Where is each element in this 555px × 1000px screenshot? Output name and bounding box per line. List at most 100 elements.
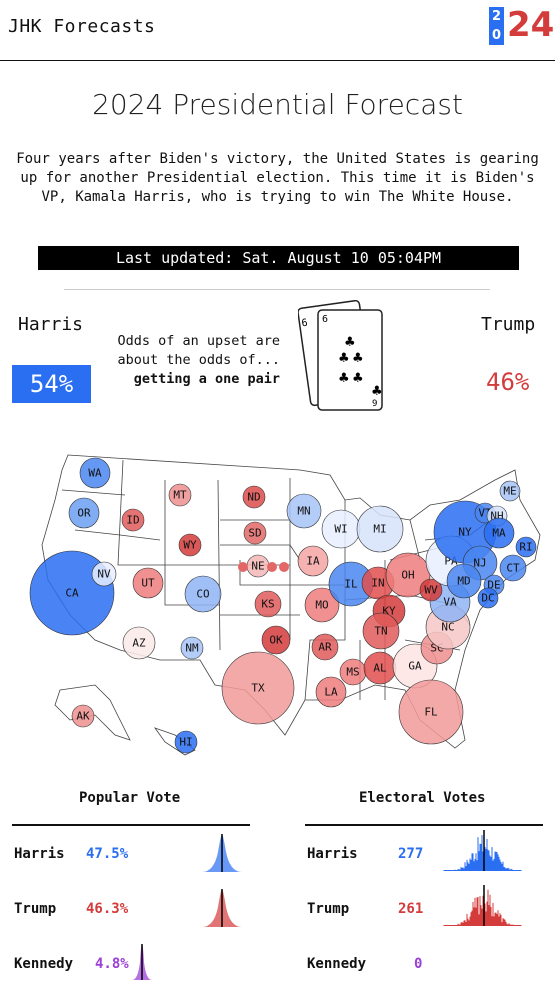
upset-line-3: getting a one pair — [133, 371, 280, 387]
svg-text:♣: ♣ — [338, 351, 350, 366]
state-bubble-nm[interactable] — [180, 636, 204, 660]
ev-harris-value: 277 — [398, 846, 424, 862]
state-label-dc: DC — [481, 592, 494, 605]
svg-text:♣: ♣ — [371, 384, 383, 399]
state-bubble-mt[interactable] — [168, 483, 192, 507]
logo-big-digits: 24 — [507, 5, 555, 45]
brand-name[interactable]: JHK Forecasts — [8, 16, 156, 37]
state-label-nc: NC — [441, 621, 454, 634]
pv-harris-name: Harris — [14, 846, 65, 862]
playing-cards-icon: 6 6 ♣ ♣ ♣ ♣ ♣ ♣ 9 — [298, 300, 383, 411]
state-bubbles: WA OR CA NV ID MT WY UT AZ CO NM ND SD NE KS OK TX MN IA MO… — [29, 457, 537, 754]
state-label-id: ID — [126, 514, 139, 527]
state-label-wy: WY — [183, 539, 197, 552]
state-label-nv: NV — [97, 568, 111, 581]
pv-trump-value: 46.3% — [86, 901, 129, 917]
state-bubble-or[interactable] — [68, 497, 100, 529]
svg-text:♣: ♣ — [338, 371, 350, 386]
state-label-nm: NM — [185, 642, 199, 655]
us-forecast-map[interactable]: WA OR CA NV ID MT WY UT AZ CO NM ND SD NE KS OK TX MN IA MO… — [0, 440, 555, 770]
state-bubble-co[interactable] — [184, 575, 222, 613]
svg-text:♣: ♣ — [352, 371, 364, 386]
pv-harris-distribution — [202, 834, 242, 872]
state-bubble-ak[interactable] — [71, 704, 95, 728]
state-bubble-tn[interactable] — [362, 612, 400, 650]
ev-trump-histogram — [443, 885, 522, 926]
ev-harris-name: Harris — [307, 846, 358, 862]
state-label-ak: AK — [76, 710, 90, 723]
ev-kennedy-value: 0 — [414, 956, 423, 972]
harris-label: Harris — [18, 314, 84, 335]
state-bubble-ia[interactable] — [297, 545, 329, 577]
state-label-al: AL — [373, 662, 387, 675]
state-bubble-mi[interactable] — [356, 505, 404, 553]
ev-harris-histogram — [443, 830, 522, 871]
state-bubble-ma[interactable] — [483, 517, 515, 549]
state-bubble-nv[interactable] — [91, 561, 117, 587]
ev-trump-value: 261 — [398, 901, 424, 917]
state-label-ut: UT — [141, 577, 155, 590]
state-label-ok: OK — [269, 634, 283, 647]
state-bubble-dc[interactable] — [477, 587, 499, 609]
pv-kennedy-name: Kennedy — [14, 956, 74, 972]
pv-kennedy-distribution — [132, 944, 152, 980]
state-label-az: AZ — [132, 637, 146, 650]
electoral-votes-rule — [305, 824, 543, 826]
state-bubble-tx[interactable] — [221, 651, 295, 725]
state-bubble-ri[interactable] — [515, 536, 537, 558]
state-bubble-sd[interactable] — [243, 521, 267, 545]
logo-stack: 2 0 — [489, 7, 504, 45]
ne-district-dot[interactable] — [267, 562, 277, 572]
state-label-mn: MN — [297, 505, 310, 518]
state-bubble-ar[interactable] — [311, 633, 339, 661]
state-bubble-ut[interactable] — [132, 567, 164, 599]
svg-text:♣: ♣ — [352, 351, 364, 366]
logo-bottom-digit: 0 — [491, 28, 502, 43]
state-bubble-mn[interactable] — [286, 493, 322, 529]
svg-text:♣: ♣ — [344, 335, 356, 350]
state-bubble-fl[interactable] — [398, 679, 464, 745]
card-back-rank: 6 — [301, 318, 309, 330]
state-bubble-id[interactable] — [121, 508, 145, 532]
state-bubble-wy[interactable] — [178, 533, 202, 557]
state-bubble-hi[interactable] — [174, 730, 198, 754]
state-label-ar: AR — [318, 641, 332, 654]
state-label-ma: MA — [492, 527, 506, 540]
state-label-co: CO — [196, 588, 209, 601]
state-label-wi: WI — [334, 523, 347, 536]
pv-kennedy-value: 4.8% — [95, 956, 129, 972]
ev-kennedy-name: Kennedy — [307, 956, 367, 972]
state-bubble-nd[interactable] — [242, 485, 266, 509]
popular-vote-rule — [12, 824, 250, 826]
state-bubble-wa[interactable] — [79, 457, 111, 489]
state-label-or: OR — [77, 507, 91, 520]
state-bubble-md[interactable] — [446, 563, 482, 599]
ne-district-dot[interactable] — [238, 562, 248, 572]
state-bubble-me[interactable] — [499, 480, 521, 502]
logo[interactable]: 2 0 24 — [489, 5, 555, 45]
state-label-in: IN — [371, 577, 384, 590]
state-bubble-mo[interactable] — [304, 587, 340, 623]
state-label-la: LA — [324, 686, 338, 699]
state-bubble-az[interactable] — [122, 626, 156, 660]
state-bubble-ok[interactable] — [261, 625, 291, 655]
state-label-il: IL — [344, 578, 358, 591]
top-bar: JHK Forecasts 2 0 24 — [0, 0, 555, 61]
state-label-md: MD — [457, 575, 470, 588]
state-bubble-ks[interactable] — [254, 590, 282, 618]
state-label-wv: WV — [424, 584, 438, 597]
pv-harris-value: 47.5% — [86, 846, 129, 862]
state-label-va: VA — [443, 596, 457, 609]
state-bubble-wv[interactable] — [419, 578, 443, 602]
club-suits: ♣ ♣ ♣ ♣ ♣ ♣ — [338, 335, 383, 399]
state-label-tn: TN — [374, 625, 387, 638]
state-label-ri: RI — [519, 541, 532, 554]
ne-district-dot[interactable] — [279, 562, 289, 572]
state-label-mi: MI — [373, 523, 386, 536]
upset-odds-text: Odds of an upset are about the odds of..… — [100, 332, 280, 389]
card-front — [317, 309, 383, 411]
state-bubble-ct[interactable] — [499, 554, 527, 582]
card-front-rank: 6 — [322, 314, 328, 325]
state-label-fl: FL — [424, 706, 438, 719]
state-bubble-la[interactable] — [315, 676, 347, 708]
